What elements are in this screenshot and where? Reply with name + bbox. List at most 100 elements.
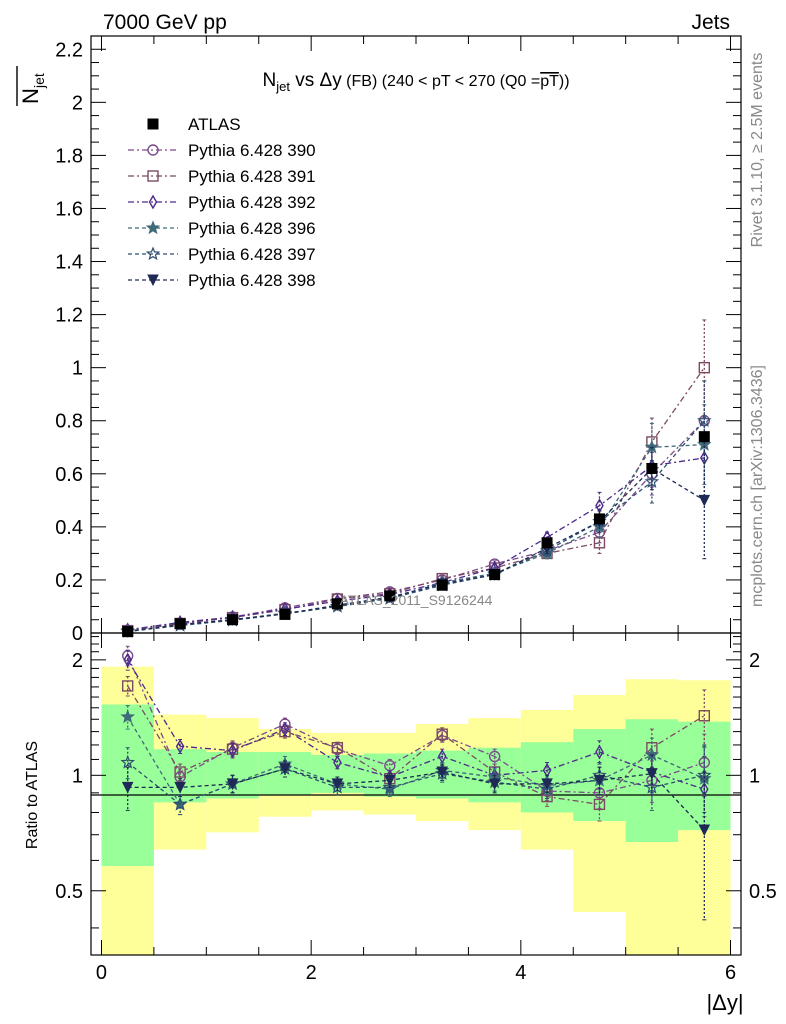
ratio-series-line xyxy=(127,655,705,794)
series-point xyxy=(698,361,711,374)
main-panel-series xyxy=(120,319,712,638)
ratio-point xyxy=(595,744,604,760)
ratio-point xyxy=(541,778,553,790)
ratio-point xyxy=(226,778,239,790)
ratio-point xyxy=(228,743,237,758)
chart-title: Njet vs Δy (FB) (240 < pT < 270 (Q0 =pT)… xyxy=(262,70,569,94)
ratio-point xyxy=(644,747,660,762)
atlas-data-point xyxy=(593,513,605,525)
legend-label: Pythia 6.428 397 xyxy=(188,245,316,264)
y-tick-label: 0.4 xyxy=(55,517,83,539)
ratio-axis-label: Ratio to ATLAS xyxy=(24,741,41,849)
y-tick-label: 2.2 xyxy=(55,39,83,61)
ratio-tick-label-right: 2 xyxy=(749,650,760,672)
ratio-series-line xyxy=(127,659,705,790)
ratio-point xyxy=(699,781,709,797)
ratio-series-line xyxy=(127,761,705,806)
x-tick-label: 6 xyxy=(725,962,736,984)
atlas-data-point xyxy=(646,462,658,474)
y-tick-label: 1.2 xyxy=(55,305,83,327)
legend-label: Pythia 6.428 398 xyxy=(188,271,316,290)
series-point xyxy=(698,494,711,507)
ratio-point xyxy=(331,778,344,790)
legend-label: Pythia 6.428 391 xyxy=(188,167,316,186)
series-line xyxy=(127,420,705,633)
x-tick-label: 4 xyxy=(515,962,526,984)
ratio-point xyxy=(644,779,660,794)
atlas-data-point xyxy=(331,598,343,610)
header-left-label: 7000 GeV pp xyxy=(103,11,227,34)
analysis-watermark: ATLAS_2011_S9126244 xyxy=(340,592,493,608)
atlas-data-point xyxy=(174,618,186,630)
legend-marker xyxy=(147,118,159,130)
ratio-point xyxy=(593,798,606,811)
y-tick-label: 2 xyxy=(72,92,83,114)
ratio-tick-label: 2 xyxy=(72,650,83,672)
ratio-point xyxy=(331,742,344,754)
ratio-tick-label-right: 0.5 xyxy=(749,881,777,903)
ratio-point xyxy=(121,781,134,794)
ratio-point xyxy=(488,778,501,790)
ratio-tick-label-right: 1 xyxy=(749,765,760,787)
legend-marker xyxy=(148,194,158,210)
ratio-panel-ticks: 0.5 0.5 1 1 2 2 0 2 4 6 xyxy=(55,633,777,984)
title-overline-pt: pT xyxy=(540,73,559,90)
rivet-version-label: Rivet 3.1.10, ≥ 2.5M events xyxy=(749,53,766,248)
ratio-panel-series xyxy=(120,645,712,921)
series-line xyxy=(127,367,705,632)
atlas-data-point xyxy=(698,431,710,443)
x-tick-label: 0 xyxy=(96,962,107,984)
header-right-label: Jets xyxy=(691,11,730,34)
atlas-data-point xyxy=(436,579,448,591)
ratio-point xyxy=(121,680,134,692)
y-tick-label: 1.4 xyxy=(55,252,83,274)
legend-label: Pythia 6.428 392 xyxy=(188,193,316,212)
ratio-point xyxy=(123,652,133,668)
ratio-point xyxy=(174,766,186,778)
legend-label: ATLAS xyxy=(188,115,241,134)
y-axis-label-sub: jet xyxy=(31,73,47,89)
legend-marker xyxy=(147,274,159,287)
atlas-data-point xyxy=(541,537,553,549)
x-axis-label: |Δy| xyxy=(706,990,743,1015)
ratio-point xyxy=(175,738,185,754)
ratio-point xyxy=(698,824,711,837)
ratio-tick-label: 0.5 xyxy=(55,881,83,903)
series-line xyxy=(127,457,705,631)
ratio-point xyxy=(120,754,135,769)
atlas-data-point xyxy=(122,626,134,638)
ratio-point xyxy=(382,779,398,794)
ratio-point xyxy=(436,766,449,779)
y-tick-label: 1.6 xyxy=(55,198,83,220)
legend-marker xyxy=(145,220,161,235)
atlas-data-point xyxy=(384,590,396,602)
y-tick-label: 0.2 xyxy=(55,570,83,592)
legend-label: Pythia 6.428 396 xyxy=(188,219,316,238)
title-n: N xyxy=(262,70,276,91)
atlas-data-point xyxy=(489,569,501,581)
ratio-point xyxy=(120,709,135,724)
title-n-sub: jet xyxy=(275,79,290,94)
y-tick-label: 0.6 xyxy=(55,464,83,486)
ratio-tick-label: 1 xyxy=(72,765,83,787)
y-tick-label: 0.8 xyxy=(55,411,83,433)
main-panel-ticks: 0 0.2 0.4 0.6 0.8 1 1.2 1.4 1.6 1.8 2 2.2 xyxy=(55,35,741,645)
mcplots-label: mcplots.cern.ch [arXiv:1306.3436] xyxy=(749,365,766,607)
legend-marker xyxy=(147,144,159,156)
series-point xyxy=(697,413,712,427)
ratio-point xyxy=(436,728,448,740)
y-tick-label: 1.8 xyxy=(55,145,83,167)
y-tick-label: 0 xyxy=(72,623,83,645)
title-close: )) xyxy=(559,73,570,90)
ratio-panel-frame xyxy=(90,632,742,956)
ratio-point xyxy=(279,763,291,775)
legend-marker xyxy=(147,170,159,182)
ratio-point xyxy=(172,796,188,811)
ratio-point xyxy=(488,750,501,763)
ratio-point xyxy=(174,781,186,794)
x-tick-label: 2 xyxy=(306,962,317,984)
ratio-point xyxy=(698,710,711,722)
legend: ATLAS Pythia 6.428 390 Pythia 6.428 391 Pyt… xyxy=(128,115,316,290)
